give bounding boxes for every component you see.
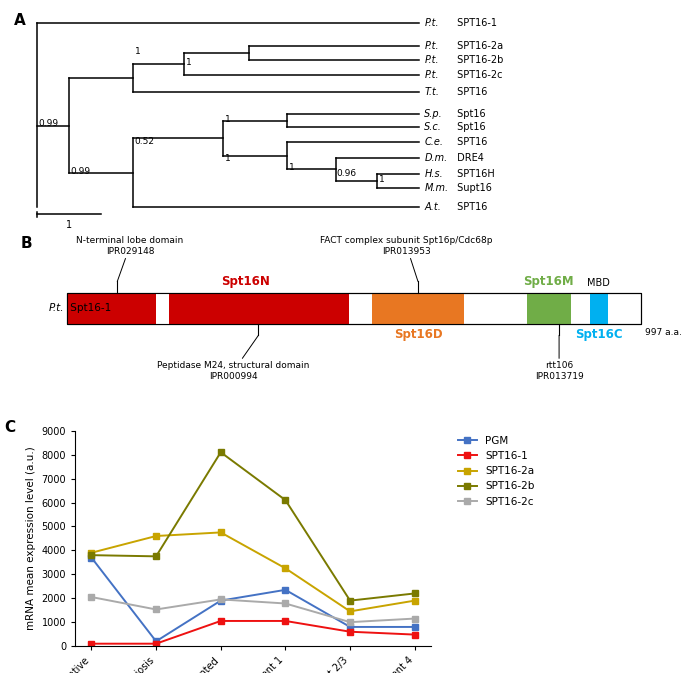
Text: SPT16-2b: SPT16-2b (454, 55, 503, 65)
Text: Spt16M: Spt16M (523, 275, 574, 289)
Text: SPT16-1: SPT16-1 (454, 17, 497, 28)
SPT16-2a (410, 596, 419, 604)
Text: Supt16: Supt16 (454, 183, 492, 193)
Text: D.m.: D.m. (424, 153, 447, 163)
Line: SPT16-2c: SPT16-2c (88, 594, 418, 625)
SPT16-2b (281, 496, 289, 504)
Text: M.m.: M.m. (424, 183, 449, 193)
Bar (372, 293, 464, 324)
Text: H.s.: H.s. (424, 168, 443, 178)
Text: A.t.: A.t. (424, 203, 441, 213)
SPT16-2b (346, 596, 354, 604)
Text: Spt16: Spt16 (454, 122, 486, 133)
Bar (169, 293, 349, 324)
Line: SPT16-1: SPT16-1 (88, 618, 418, 647)
SPT16-1 (217, 617, 225, 625)
SPT16-2a (346, 607, 354, 615)
Text: SPT16: SPT16 (454, 203, 487, 213)
Text: P.t.: P.t. (424, 17, 439, 28)
SPT16-1 (346, 628, 354, 636)
SPT16-2c (410, 614, 419, 623)
SPT16-2b (88, 551, 96, 559)
Text: Spt16: Spt16 (454, 109, 486, 119)
SPT16-2c (217, 596, 225, 604)
SPT16-2b (152, 553, 160, 561)
SPT16-1 (410, 631, 419, 639)
Text: rtt106
IPR013719: rtt106 IPR013719 (535, 335, 583, 380)
SPT16-2a (281, 564, 289, 572)
Bar (66, 293, 641, 324)
PGM (346, 623, 354, 631)
SPT16-1 (152, 639, 160, 647)
SPT16-1 (88, 639, 96, 647)
SPT16-2c (281, 600, 289, 608)
Text: C: C (4, 420, 15, 435)
Text: P.t.: P.t. (424, 55, 439, 65)
Text: 1: 1 (289, 164, 295, 172)
Text: SPT16H: SPT16H (454, 168, 495, 178)
Text: Spt16N: Spt16N (221, 275, 269, 289)
SPT16-2c (88, 593, 96, 601)
Line: SPT16-2b: SPT16-2b (88, 449, 418, 604)
Text: 1: 1 (135, 47, 141, 56)
Text: 1: 1 (66, 220, 72, 230)
SPT16-2c (152, 606, 160, 614)
SPT16-2c (346, 618, 354, 626)
SPT16-2b (410, 590, 419, 598)
Text: A: A (14, 13, 26, 28)
PGM (88, 553, 96, 561)
Bar (66, 293, 156, 324)
Text: 997 a.a.: 997 a.a. (646, 328, 683, 337)
Text: Spt16D: Spt16D (394, 328, 443, 341)
SPT16-2a (152, 532, 160, 540)
SPT16-2a (88, 548, 96, 557)
Line: SPT16-2a: SPT16-2a (88, 529, 418, 614)
Text: 1: 1 (380, 174, 385, 184)
Text: MBD: MBD (588, 279, 610, 289)
Text: SPT16-2a: SPT16-2a (454, 41, 503, 51)
SPT16-1 (281, 617, 289, 625)
Bar (156, 293, 169, 324)
Text: DRE4: DRE4 (454, 153, 484, 163)
PGM (217, 596, 225, 604)
Text: B: B (21, 236, 32, 251)
Y-axis label: mRNA mean expression level (a.u.): mRNA mean expression level (a.u.) (26, 446, 36, 631)
Text: N-terminal lobe domain
IPR029148: N-terminal lobe domain IPR029148 (77, 236, 183, 281)
Text: P.t.: P.t. (424, 70, 439, 80)
SPT16-2b (217, 448, 225, 456)
Text: SPT16-2c: SPT16-2c (454, 70, 502, 80)
PGM (281, 586, 289, 594)
Text: FACT complex subunit Spt16p/Cdc68p
IPR013953: FACT complex subunit Spt16p/Cdc68p IPR01… (320, 236, 492, 281)
SPT16-2a (217, 528, 225, 536)
Text: SPT16: SPT16 (454, 137, 487, 147)
Line: PGM: PGM (88, 555, 418, 645)
Text: S.c.: S.c. (424, 122, 442, 133)
Text: 0.99: 0.99 (38, 119, 58, 129)
Text: 1: 1 (225, 114, 231, 124)
Text: P.t.: P.t. (424, 41, 439, 51)
PGM (410, 623, 419, 631)
Text: 0.99: 0.99 (70, 167, 90, 176)
Text: Spt16-1: Spt16-1 (66, 304, 111, 314)
Text: P.t.: P.t. (48, 304, 64, 314)
Text: 0.52: 0.52 (134, 137, 155, 146)
Text: 1: 1 (187, 58, 192, 67)
PGM (152, 637, 160, 645)
Legend: PGM, SPT16-1, SPT16-2a, SPT16-2b, SPT16-2c: PGM, SPT16-1, SPT16-2a, SPT16-2b, SPT16-… (454, 431, 539, 511)
Text: T.t.: T.t. (424, 87, 439, 98)
Bar (527, 293, 570, 324)
Text: 1: 1 (225, 154, 231, 163)
Text: 0.96: 0.96 (337, 169, 357, 178)
Text: Spt16C: Spt16C (575, 328, 622, 341)
Text: SPT16: SPT16 (454, 87, 487, 98)
Bar (590, 293, 608, 324)
Text: S.p.: S.p. (424, 109, 443, 119)
Text: Peptidase M24, structural domain
IPR000994: Peptidase M24, structural domain IPR0009… (157, 335, 310, 380)
Text: C.e.: C.e. (424, 137, 443, 147)
Bar (66, 293, 641, 324)
